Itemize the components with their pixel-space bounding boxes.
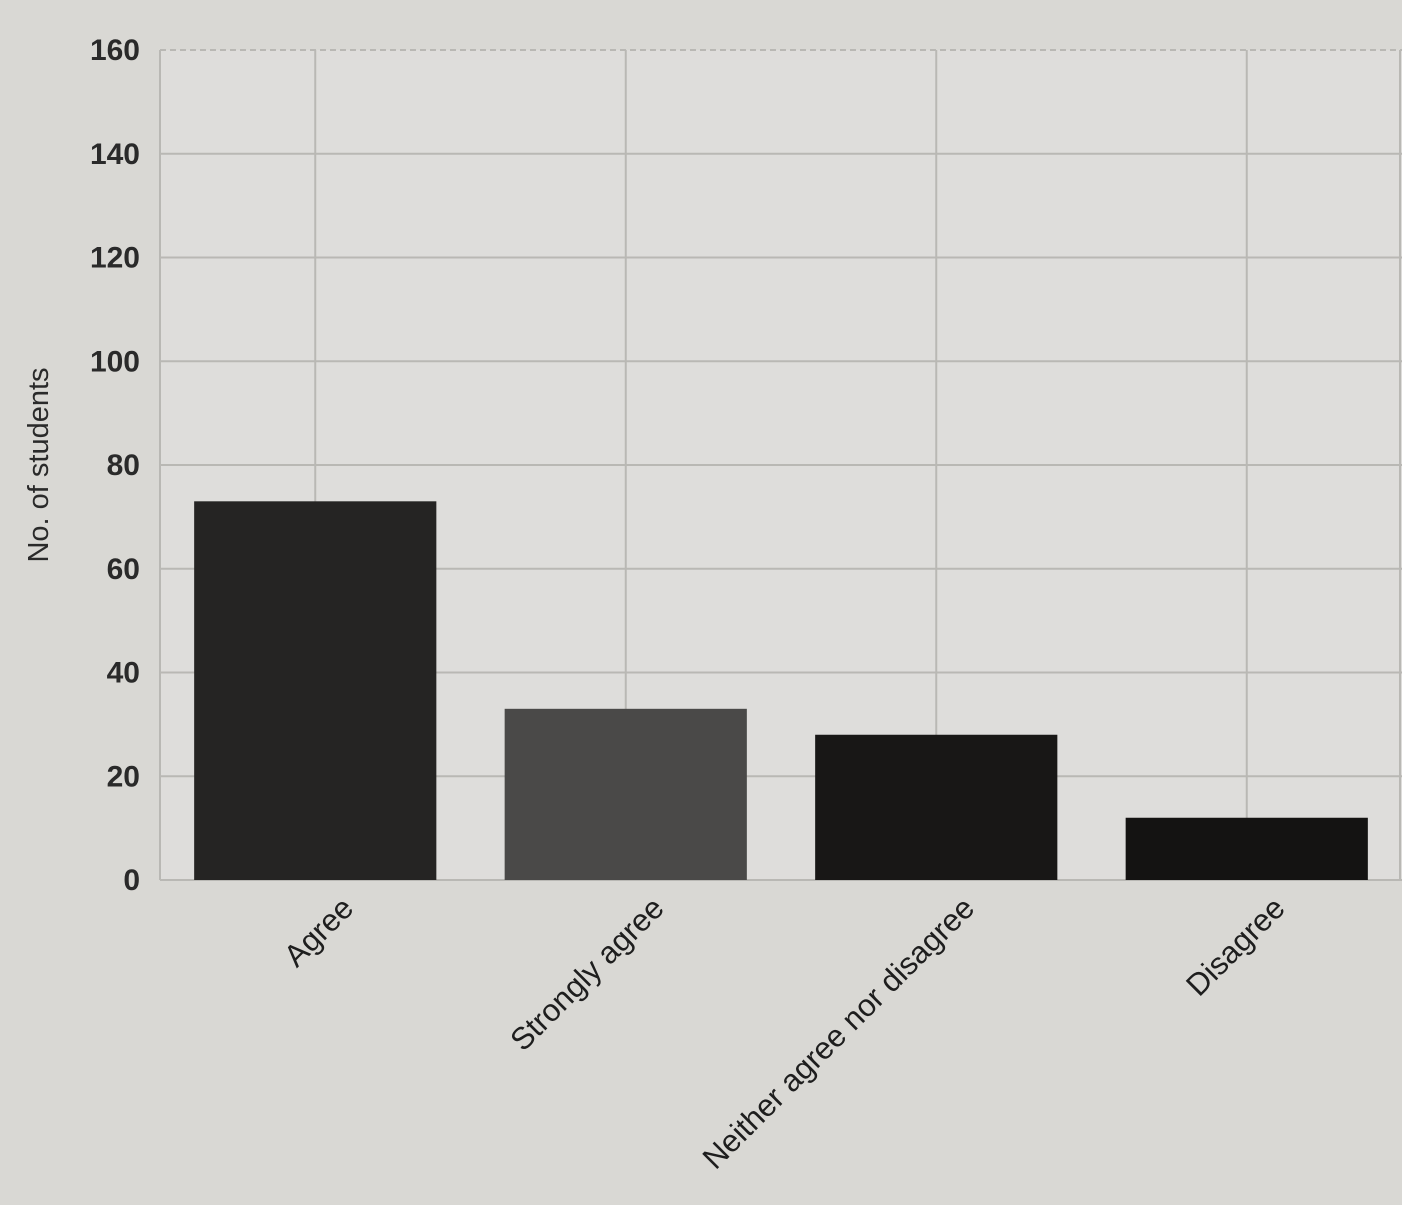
y-tick-label: 20 [107,760,140,793]
y-axis-title: No. of students [23,367,55,562]
y-tick-label: 100 [90,345,140,378]
y-tick-label: 40 [107,657,140,690]
y-tick-label: 120 [90,242,140,275]
y-axis-ticks: 0 20 40 60 80 100 120 140 160 [90,34,140,897]
bar-neither-agree-nor-disagree [815,734,1058,880]
bar-disagree [1125,817,1368,880]
bars [194,501,1368,880]
bar-agree [194,501,437,880]
y-tick-label: 160 [90,34,140,67]
y-tick-label: 140 [90,138,140,171]
y-tick-label: 60 [107,553,140,586]
y-tick-label: 0 [123,864,140,897]
bar-strongly-agree [504,708,747,880]
y-tick-label: 80 [107,449,140,482]
